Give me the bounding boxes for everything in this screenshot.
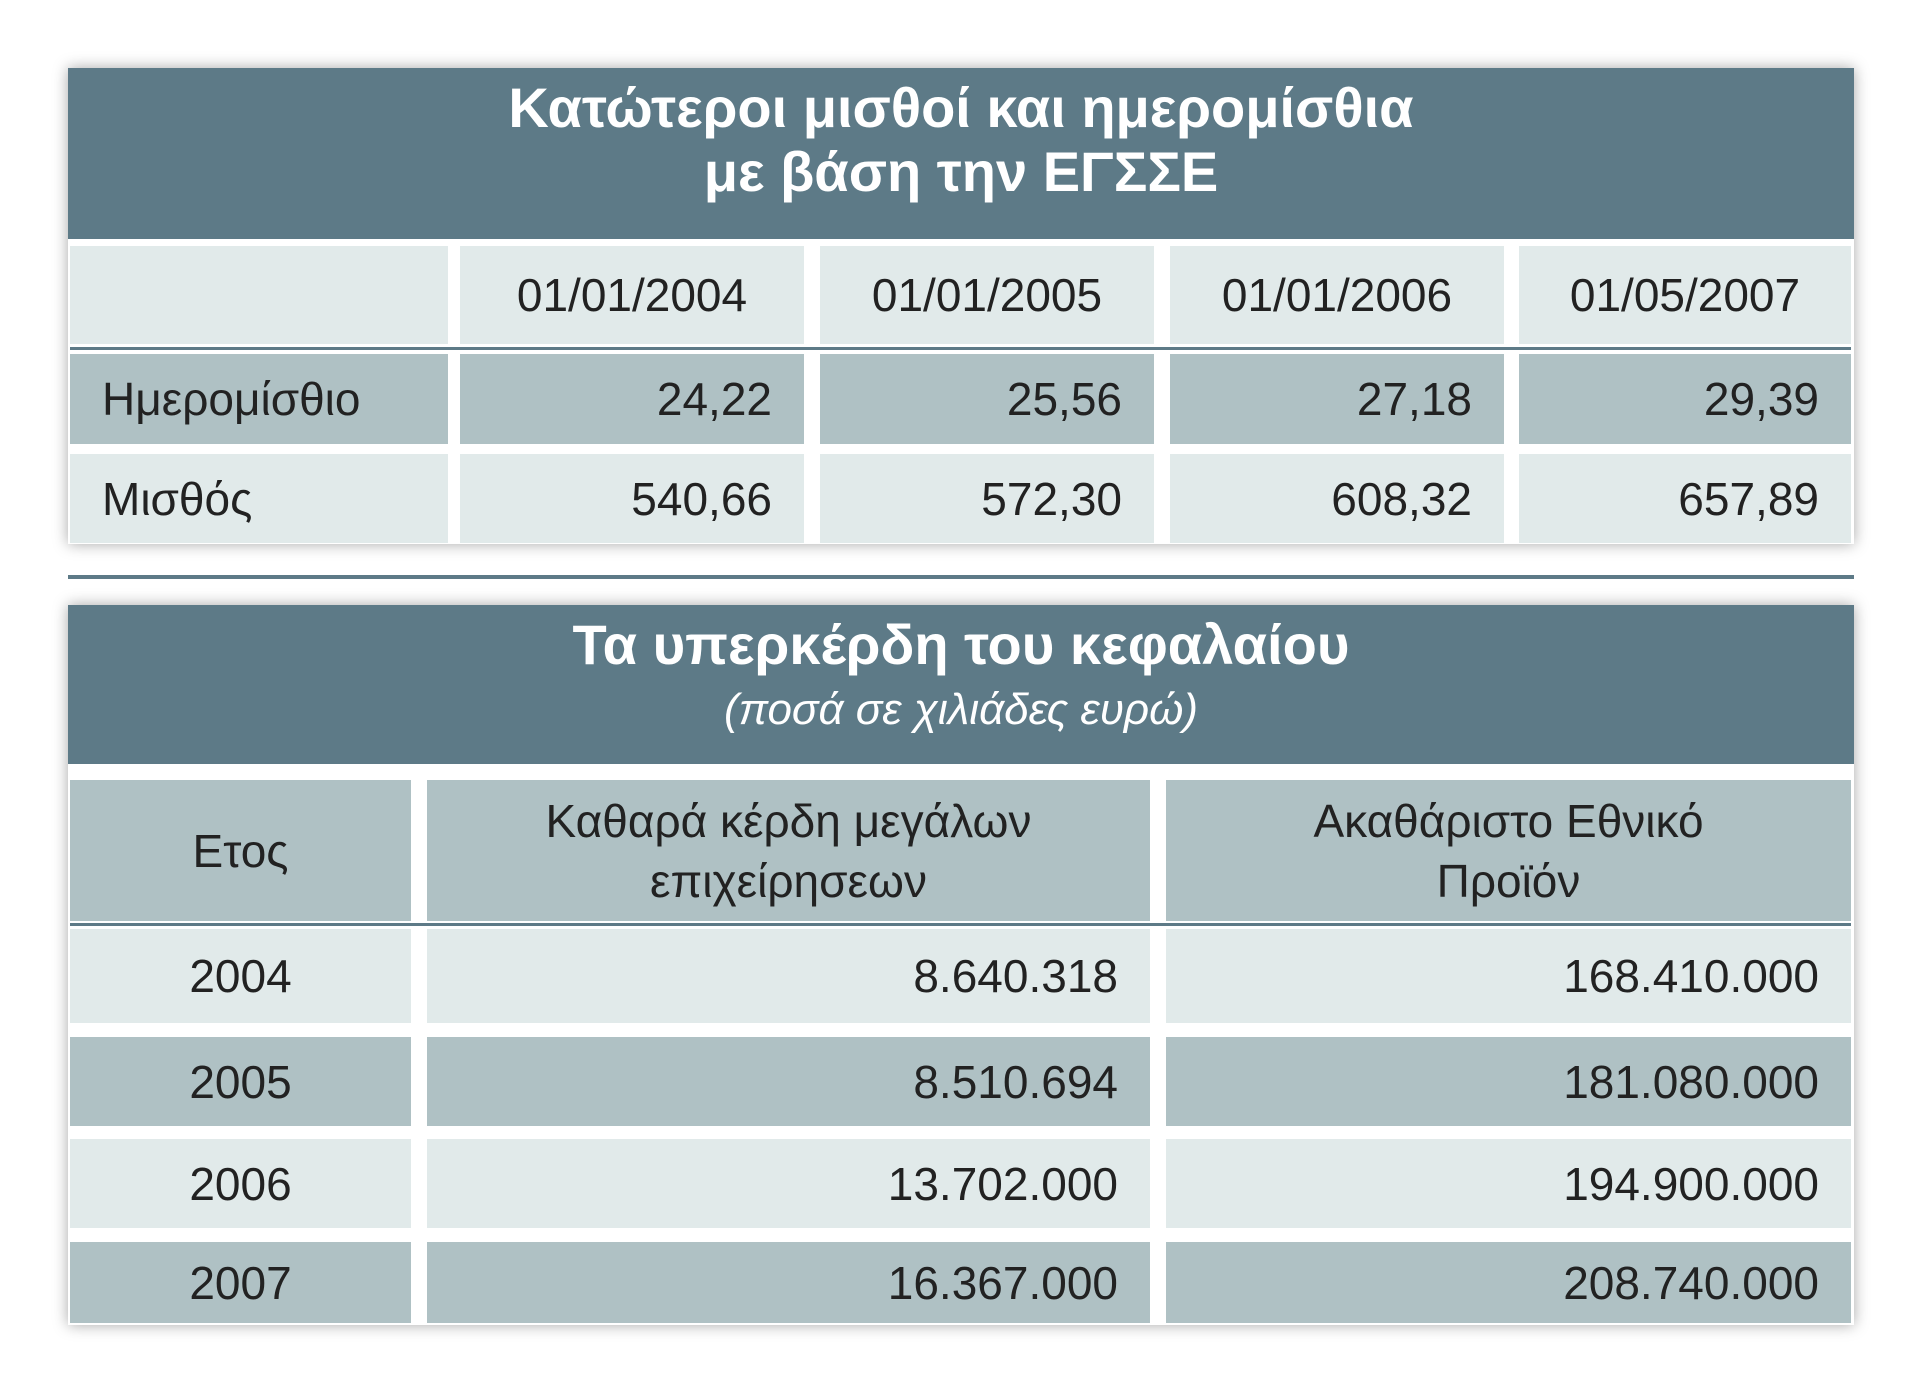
table-cell: 2006 (70, 1139, 411, 1228)
table-cell: Ημερομίσθιο (70, 354, 448, 444)
cell-text: 208.740.000 (1563, 1256, 1819, 1309)
cell-text: 572,30 (981, 472, 1122, 525)
table-cell: Μισθός (70, 454, 448, 543)
table-cell: 2004 (70, 929, 411, 1023)
cell-text: 194.900.000 (1563, 1157, 1819, 1210)
header-cell: Ακαθάριστο Εθνικό Προϊόν (1166, 780, 1851, 921)
table-cell: 29,39 (1519, 354, 1851, 444)
cell-text: Ετος (192, 824, 289, 877)
table-cell: 13.702.000 (427, 1139, 1150, 1228)
table-cell: 25,56 (820, 354, 1154, 444)
header-cell: 01/01/2005 (820, 246, 1154, 344)
cell-text: 25,56 (1006, 373, 1122, 425)
header-cell: 01/01/2004 (460, 246, 804, 344)
table-cell: 2007 (70, 1242, 411, 1323)
table-cell: 8.640.318 (427, 929, 1150, 1023)
cell-text: Καθαρά κέρδη μεγάλων (545, 794, 1032, 847)
cell-text: 2005 (189, 1055, 292, 1108)
cell-text: Ακαθάριστο Εθνικό (1313, 794, 1704, 847)
cell-text: 01/01/2006 (1221, 269, 1453, 321)
header-cell: Ετος (70, 780, 411, 921)
table-cell: 572,30 (820, 454, 1154, 543)
table-cell: 657,89 (1519, 454, 1851, 543)
cell-text: 8.640.318 (913, 950, 1118, 1002)
header-cell: Καθαρά κέρδη μεγάλων επιχείρησεων (427, 780, 1150, 921)
cell-text: 16.367.000 (887, 1256, 1118, 1309)
table-cell: 2005 (70, 1037, 411, 1126)
rule (70, 923, 1851, 926)
table-cell: 8.510.694 (427, 1037, 1150, 1126)
title-line: Κατώτεροι μισθοί και ημερομίσθια (508, 76, 1414, 139)
cell-text: Μισθός (102, 472, 253, 525)
table-cell: 16.367.000 (427, 1242, 1150, 1323)
cell-text: Ημερομίσθιο (102, 373, 361, 425)
table-wages-title: Κατώτεροι μισθοί και ημερομίσθια με βάση… (68, 68, 1854, 239)
cell-text: 181.080.000 (1563, 1055, 1819, 1108)
cell-text: 2007 (189, 1256, 292, 1309)
cell-text: 29,39 (1703, 373, 1819, 425)
table-cell: 27,18 (1170, 354, 1504, 444)
cell-text: επιχείρησεων (650, 854, 927, 907)
cell-text: 27,18 (1356, 373, 1472, 425)
cell-text: 608,32 (1331, 472, 1472, 525)
cell-text: 540,66 (631, 472, 772, 525)
subtitle: (ποσά σε χιλιάδες ευρώ) (723, 685, 1199, 734)
table-cell: 181.080.000 (1166, 1037, 1851, 1126)
rule (70, 347, 1851, 350)
table-cell: 608,32 (1170, 454, 1504, 543)
table-cell: 540,66 (460, 454, 804, 543)
cell-text: 2004 (189, 950, 292, 1002)
cell-text: 168.410.000 (1563, 950, 1819, 1002)
title-line: με βάση την ΕΓΣΣΕ (703, 140, 1219, 203)
header-cell: 01/05/2007 (1519, 246, 1851, 344)
table-cell: 24,22 (460, 354, 804, 444)
cell-text: 01/05/2007 (1569, 269, 1801, 321)
title: Τα υπερκέρδη του κεφαλαίου (572, 613, 1350, 676)
cell-text: 8.510.694 (913, 1055, 1118, 1108)
header-cell: 01/01/2006 (1170, 246, 1504, 344)
cell-text: 2006 (189, 1157, 292, 1210)
table-cell: 168.410.000 (1166, 929, 1851, 1023)
cell-text: 13.702.000 (887, 1157, 1118, 1210)
cell-text: 657,89 (1678, 472, 1819, 525)
separator (68, 575, 1854, 579)
cell-text: 24,22 (656, 373, 772, 425)
cell-text: Προϊόν (1436, 854, 1581, 907)
table-cell: 194.900.000 (1166, 1139, 1851, 1228)
cell-text: 01/01/2005 (871, 269, 1103, 321)
table-cell: 208.740.000 (1166, 1242, 1851, 1323)
table-profits-title: Τα υπερκέρδη του κεφαλαίου (ποσά σε χιλι… (68, 605, 1854, 764)
cell-text: 01/01/2004 (516, 269, 748, 321)
header-cell (70, 246, 448, 344)
